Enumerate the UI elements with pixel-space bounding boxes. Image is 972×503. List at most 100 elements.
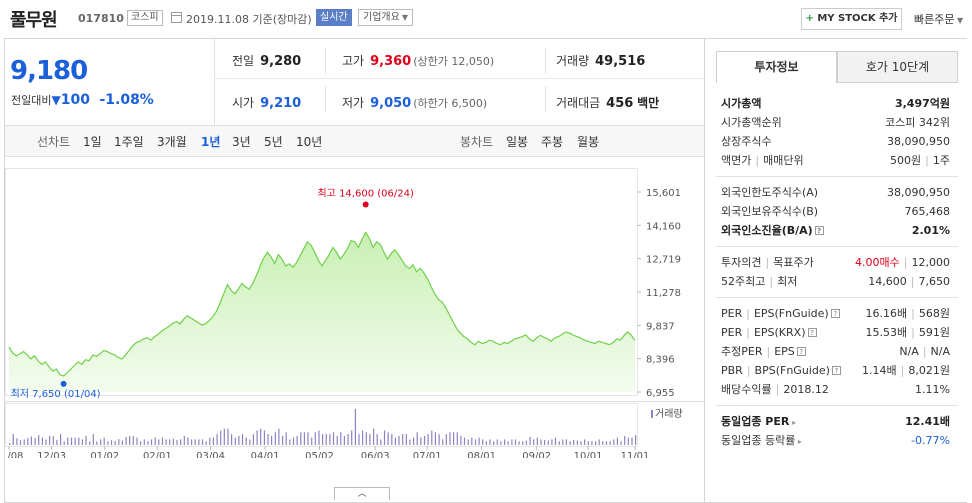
info-value: 38,090,950 xyxy=(887,135,950,148)
change-percent: -1.08% xyxy=(99,92,154,108)
company-overview-label: 기업개요 xyxy=(363,12,400,23)
help-icon[interactable]: ? xyxy=(796,347,806,356)
info-key: PBR xyxy=(721,364,743,377)
volume-bar xyxy=(405,434,407,445)
info-value-secondary: 568원 xyxy=(918,307,950,320)
volume-label: 거래량 xyxy=(556,54,590,68)
tab-order-book[interactable]: 호가 10단계 xyxy=(837,51,958,83)
separator: | xyxy=(765,256,770,269)
info-key-group: 52주최고 | 최저 xyxy=(721,273,797,291)
tab-monthly-candle[interactable]: 월봉 xyxy=(577,135,600,149)
x-tick-label: 06/03 xyxy=(361,451,390,458)
tab-investment-info[interactable]: 투자정보 xyxy=(716,51,837,83)
info-value-secondary: 7,650 xyxy=(918,275,951,288)
volume-bar xyxy=(474,439,477,445)
volume-bar xyxy=(609,441,611,445)
volume-bar xyxy=(554,437,557,445)
volume-bar xyxy=(9,443,11,445)
tab-1year[interactable]: 1년 xyxy=(201,135,221,149)
y-tick-label: 12,719 xyxy=(646,255,681,266)
info-key: PER xyxy=(721,307,743,320)
info-value: 38,090,950 xyxy=(887,186,950,199)
stock-name: 풀무원 xyxy=(10,10,58,31)
tab-weekly-candle[interactable]: 주봉 xyxy=(541,135,564,149)
volume-bar xyxy=(387,432,389,445)
volume-legend-swatch xyxy=(651,410,653,418)
divider xyxy=(325,86,326,112)
info-key-secondary: EPS(KRX) xyxy=(753,326,806,339)
info-value-secondary: N/A xyxy=(930,345,950,358)
volume-bar xyxy=(456,432,458,445)
volume-bar xyxy=(507,441,509,445)
volume-bar xyxy=(362,430,364,445)
tab-5year[interactable]: 5년 xyxy=(264,135,283,149)
help-icon[interactable]: ? xyxy=(830,309,840,318)
volume-bar xyxy=(631,437,633,445)
chart-period-tabs: 선차트 1일 1주일 3개월 1년 3년 5년 10년 봉차트 일봉 주봉 월봉 xyxy=(5,125,704,157)
volume-bar xyxy=(598,439,600,445)
volume-bar xyxy=(56,439,58,445)
info-key: 투자의견 xyxy=(721,256,762,269)
change-label: 전일대비 xyxy=(11,94,52,107)
volume-bar xyxy=(296,435,298,445)
chevron-down-icon: ▼ xyxy=(954,16,964,25)
volume-bar xyxy=(282,435,284,445)
volume-bar xyxy=(140,441,142,445)
volume-bar xyxy=(70,437,73,445)
add-my-stock-button[interactable]: + MY STOCK 추가 xyxy=(801,8,902,30)
volume-bar xyxy=(576,440,578,445)
info-row: PBR | BPS(FnGuide)? 1.14배 | 8,021원 xyxy=(721,362,950,380)
info-row: 외국인한도주식수(A) 38,090,950 xyxy=(721,184,950,202)
trade-amount-label: 거래대금 xyxy=(556,96,601,110)
realtime-button[interactable]: 실시간 xyxy=(316,9,352,26)
tab-1day[interactable]: 1일 xyxy=(83,135,102,149)
volume-bar xyxy=(100,439,102,445)
volume-bar xyxy=(125,436,127,445)
volume-bar xyxy=(267,434,269,445)
tab-3month[interactable]: 3개월 xyxy=(157,135,187,149)
volume-bar xyxy=(67,437,69,445)
volume-bar xyxy=(471,437,473,445)
volume-bar xyxy=(158,439,160,445)
volume-bar xyxy=(453,432,455,445)
help-icon[interactable]: ? xyxy=(807,328,817,337)
price-chart[interactable]: 15,601 14,160 12,719 11,278 9,837 8,396 6,955 … xyxy=(0,158,704,462)
volume-bar xyxy=(45,439,47,445)
volume-bar xyxy=(78,437,80,445)
x-tick-label: 12/03 xyxy=(37,451,66,458)
separator: | xyxy=(900,364,905,377)
volume-bar xyxy=(467,439,469,445)
company-overview-select[interactable]: 기업개요 ▼ xyxy=(358,9,413,26)
info-key-group: 액면가 | 매매단위 xyxy=(721,152,804,170)
volume-bar xyxy=(402,434,404,445)
volume-bar xyxy=(373,428,375,445)
x-tick-label: 10/01 xyxy=(574,451,603,458)
tab-3year[interactable]: 3년 xyxy=(232,135,251,149)
info-value: -0.77% xyxy=(911,434,950,447)
help-icon[interactable]: ? xyxy=(814,226,824,235)
info-row: 추정PER | EPS? N/A | N/A xyxy=(721,343,950,361)
open-price: 시가 9,210 xyxy=(232,94,301,111)
volume-bar xyxy=(307,432,309,445)
collapse-chart-button[interactable]: ︿ xyxy=(334,487,390,500)
prev-close-label: 전일 xyxy=(232,54,255,68)
open-price-label: 시가 xyxy=(232,96,255,110)
tab-1week[interactable]: 1주일 xyxy=(114,135,144,149)
info-key-secondary: 목표주가 xyxy=(773,256,814,269)
volume-bar xyxy=(536,437,538,445)
quick-order-button[interactable]: 빠른주문 ▼ xyxy=(914,11,963,27)
add-my-stock-label: MY STOCK 추가 xyxy=(817,13,898,24)
section-divider xyxy=(716,297,958,298)
info-key-group: PBR | BPS(FnGuide)? xyxy=(721,362,841,380)
volume-bar xyxy=(343,435,345,445)
tab-10year[interactable]: 10년 xyxy=(296,135,323,149)
volume-bar xyxy=(620,441,622,445)
help-icon[interactable]: ? xyxy=(831,366,841,375)
volume-bar xyxy=(129,435,131,445)
volume-bar xyxy=(187,437,189,445)
volume-bar xyxy=(201,439,204,445)
info-value: 3,497억원 xyxy=(894,97,950,110)
tab-daily-candle[interactable]: 일봉 xyxy=(506,135,529,149)
volume-bar xyxy=(573,440,575,445)
volume-bar xyxy=(525,440,527,445)
